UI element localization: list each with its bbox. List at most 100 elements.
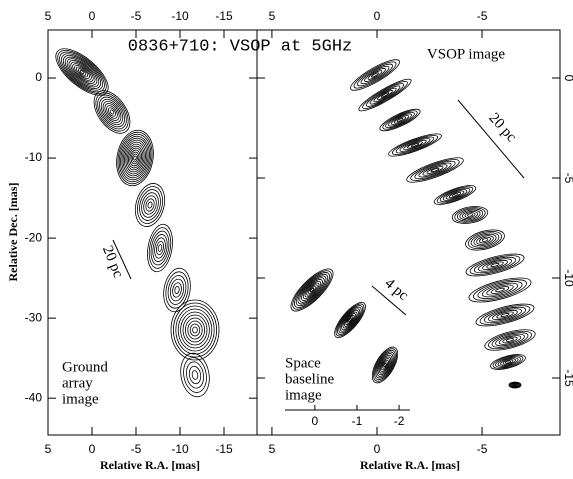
contour-line	[454, 207, 486, 223]
contour-line	[72, 63, 92, 81]
contour-line	[339, 308, 361, 332]
contour-line	[456, 208, 484, 222]
contour-line	[483, 306, 527, 324]
contour-line	[436, 186, 474, 204]
contour-line	[467, 213, 473, 217]
chart-title: 0836+710: VSOP at 5GHz	[128, 37, 352, 56]
contour-line	[502, 336, 518, 344]
contour-line	[59, 51, 105, 93]
contour-line	[470, 232, 500, 248]
contour-line	[477, 281, 523, 299]
contour-line	[102, 100, 122, 124]
contour-line	[479, 305, 531, 325]
contour-line	[500, 358, 516, 366]
contour-line	[133, 155, 137, 161]
contour-line	[163, 267, 191, 313]
x-tick-label: 5	[269, 442, 276, 456]
y-tick-label: 0	[562, 75, 573, 82]
contour-line	[426, 166, 444, 174]
contour-line	[407, 141, 423, 149]
contour-line	[445, 190, 465, 200]
contour-line	[410, 143, 420, 147]
x-tick-label: 5	[45, 9, 52, 23]
contour-line	[508, 381, 522, 389]
contour-line	[375, 351, 395, 379]
scale-bar	[371, 285, 407, 316]
contour-line	[512, 383, 518, 387]
annotation: Space	[285, 355, 321, 371]
contour-line	[360, 65, 390, 85]
contour-line	[165, 271, 189, 309]
right-frame	[256, 29, 561, 436]
contour-line	[350, 59, 400, 91]
contour-line	[496, 311, 514, 319]
contour-line	[341, 309, 359, 331]
contour-line	[62, 55, 102, 89]
contour-line	[64, 56, 100, 88]
contour-line	[492, 355, 524, 369]
contour-line	[188, 365, 202, 385]
contour-line	[55, 48, 109, 96]
contour-line	[302, 280, 322, 300]
y-tick-label: -20	[25, 230, 43, 244]
contour-line	[464, 212, 476, 218]
contour-line	[406, 157, 464, 183]
contour-line	[403, 139, 427, 151]
contour-line	[459, 209, 481, 221]
contour-line	[295, 273, 329, 307]
contour-line	[495, 333, 525, 347]
contour-line	[129, 149, 141, 167]
contour-line	[495, 356, 521, 368]
contour-line	[484, 329, 536, 351]
contour-line	[475, 303, 535, 327]
contour-line	[382, 361, 388, 369]
scale-label: 4 pc	[381, 275, 411, 304]
contour-line	[448, 191, 462, 199]
x-tick-label: 0	[312, 414, 319, 428]
contour-line	[371, 346, 399, 384]
contour-line	[68, 60, 96, 84]
contour-line	[477, 258, 513, 272]
contour-line	[482, 259, 508, 271]
x-tick-label: -10	[171, 9, 189, 23]
contour-line	[167, 275, 187, 305]
contour-line	[70, 61, 94, 83]
x-tick-label: 0	[374, 442, 381, 456]
contour-line	[430, 167, 440, 173]
y-tick-label: -10	[562, 269, 573, 287]
scale-bar	[457, 99, 525, 179]
contour-line	[117, 131, 153, 185]
contour-line	[486, 284, 514, 296]
contour-line	[297, 275, 327, 305]
contour-line	[137, 186, 163, 224]
contour-line	[511, 382, 519, 388]
x-tick-label: 5	[269, 9, 276, 23]
x-tick-label: 5	[45, 442, 52, 456]
contour-line	[513, 383, 517, 386]
annotation: image	[62, 391, 99, 407]
contour-line	[180, 352, 210, 398]
scale-label: 20 pc	[485, 110, 519, 145]
contour-line	[506, 338, 514, 342]
contour-line	[500, 313, 510, 317]
contour-line	[99, 96, 125, 128]
contour-line	[451, 193, 459, 197]
contour-line	[383, 362, 387, 368]
contour-line	[152, 234, 168, 262]
y-tick-label: -40	[25, 390, 43, 404]
contour-line	[299, 277, 325, 303]
annotation: VSOP image	[427, 46, 506, 62]
contour-line	[442, 189, 468, 201]
contour-line	[169, 278, 185, 302]
contour-line	[145, 198, 155, 212]
contour-line	[150, 230, 170, 266]
contour-line	[473, 279, 527, 301]
contour-line	[377, 90, 393, 100]
y-tick-label: -10	[25, 150, 43, 164]
contour-line	[134, 183, 166, 227]
contour-line	[373, 87, 397, 103]
x-axis-label: Relative R.A. [mas]	[360, 458, 460, 472]
contour-line	[365, 83, 405, 107]
